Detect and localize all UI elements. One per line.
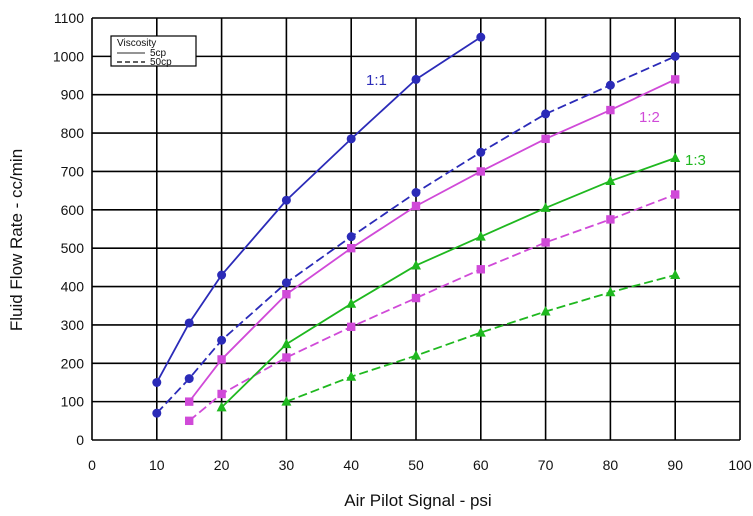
- ratio-label-1-3: 1:3: [685, 152, 706, 169]
- x-tick-label: 0: [88, 457, 96, 473]
- data-point-1-3-solid: [540, 202, 551, 212]
- data-point-1-1-dashed: [217, 335, 227, 345]
- x-tick-label: 10: [149, 457, 165, 473]
- y-tick-label: 700: [61, 163, 85, 179]
- data-point-1-1-dashed: [152, 408, 162, 418]
- data-point-1-1-dashed: [184, 374, 194, 384]
- data-point-1-3-solid: [281, 338, 292, 349]
- x-axis-title: Air Pilot Signal - psi: [344, 491, 491, 510]
- data-point-1-2-solid: [282, 290, 291, 299]
- data-point-1-1-dashed: [541, 109, 551, 119]
- x-tick-label: 50: [408, 457, 424, 473]
- series-line-1-2-solid: [188, 78, 676, 403]
- data-point-1-1-solid: [476, 32, 486, 42]
- legend-label-solid: 5cp: [150, 48, 167, 59]
- data-point-1-1-solid: [184, 318, 194, 328]
- data-point-1-2-solid: [217, 355, 226, 364]
- data-point-1-2-dashed: [347, 322, 356, 332]
- data-point-1-1-solid: [281, 195, 291, 205]
- y-tick-label: 400: [61, 279, 85, 295]
- x-tick-label: 90: [667, 457, 683, 473]
- data-point-1-2-solid: [185, 397, 194, 406]
- x-tick-label: 20: [214, 457, 230, 473]
- x-tick-labels: 0 10 20 30 40 50 60 70 80 90 100: [88, 457, 752, 473]
- x-tick-label: 60: [473, 457, 489, 473]
- y-tick-label: 800: [61, 125, 85, 141]
- legend-box: [110, 35, 197, 67]
- data-point-1-1-dashed: [605, 80, 615, 90]
- y-tick-label: 900: [61, 87, 85, 103]
- data-point-1-2-solid: [347, 243, 356, 253]
- y-tick-label: 300: [61, 317, 85, 333]
- y-tick-label: 100: [61, 394, 85, 410]
- data-point-1-1-solid: [217, 270, 227, 280]
- data-point-1-1-solid: [346, 134, 356, 144]
- legend-title: Viscosity: [117, 38, 156, 49]
- data-point-1-2-dashed: [606, 215, 615, 224]
- data-point-1-2-dashed: [217, 389, 226, 399]
- data-point-1-3-solid: [346, 298, 357, 308]
- data-point-1-2-dashed: [541, 238, 550, 247]
- y-tick-label: 500: [61, 240, 85, 256]
- ratio-label-1-2: 1:2: [639, 109, 660, 126]
- data-point-1-2-dashed: [476, 265, 485, 274]
- y-tick-label: 0: [76, 432, 84, 448]
- data-point-1-3-solid: [670, 152, 681, 163]
- y-tick-label: 600: [61, 202, 85, 218]
- x-tick-label: 70: [538, 457, 554, 473]
- data-point-1-1-dashed: [476, 147, 486, 157]
- series-line-1-2-dashed: [188, 193, 676, 422]
- data-point-1-1-dashed: [411, 188, 421, 198]
- data-point-1-2-dashed: [411, 293, 421, 303]
- x-tick-label: 40: [343, 457, 359, 473]
- data-point-1-3-solid: [605, 175, 616, 186]
- y-axis-title: Fluid Flow Rate - cc/min: [7, 149, 26, 331]
- data-point-1-3-dashed: [281, 396, 292, 406]
- x-tick-label: 100: [728, 457, 752, 473]
- y-tick-label: 200: [61, 355, 85, 371]
- data-point-1-2-solid: [671, 75, 680, 84]
- series-line-1-3-solid: [220, 157, 676, 409]
- y-tick-label: 1100: [54, 10, 84, 26]
- data-point-1-1-solid: [152, 377, 162, 387]
- data-point-1-3-dashed: [540, 305, 551, 316]
- data-point-1-2-solid: [541, 134, 550, 144]
- data-point-1-3-dashed: [605, 286, 616, 297]
- data-point-1-2-solid: [476, 167, 485, 176]
- y-tick-label: 1000: [53, 48, 84, 64]
- data-point-1-1-solid: [411, 74, 421, 84]
- data-point-1-1-dashed: [670, 51, 680, 61]
- legend-label-dashed: 50cp: [150, 57, 172, 68]
- legend: Viscosity 5cp 50cp: [110, 35, 197, 68]
- data-point-1-2-dashed: [671, 190, 680, 199]
- data-point-1-1-dashed: [281, 278, 291, 288]
- ratio-label-1-1: 1:1: [366, 72, 387, 89]
- data-point-1-3-solid: [475, 231, 486, 241]
- data-point-1-3-dashed: [411, 350, 421, 360]
- data-markers: [152, 32, 681, 426]
- data-point-1-1-dashed: [346, 232, 356, 242]
- data-point-1-3-solid: [216, 401, 227, 412]
- data-point-1-3-dashed: [346, 371, 357, 381]
- data-point-1-3-dashed: [475, 327, 486, 337]
- data-point-1-3-dashed: [670, 269, 681, 280]
- data-point-1-2-solid: [411, 201, 421, 211]
- series-line-1-1-dashed: [156, 55, 676, 414]
- data-point-1-2-dashed: [185, 416, 194, 426]
- x-tick-label: 30: [279, 457, 295, 473]
- x-tick-label: 80: [603, 457, 619, 473]
- data-point-1-2-solid: [606, 105, 615, 115]
- data-point-1-3-solid: [411, 259, 421, 270]
- y-tick-labels: 0 100 200 300 400 500 600 700 800 900 1000 1100: [53, 10, 84, 448]
- data-point-1-2-dashed: [282, 353, 291, 362]
